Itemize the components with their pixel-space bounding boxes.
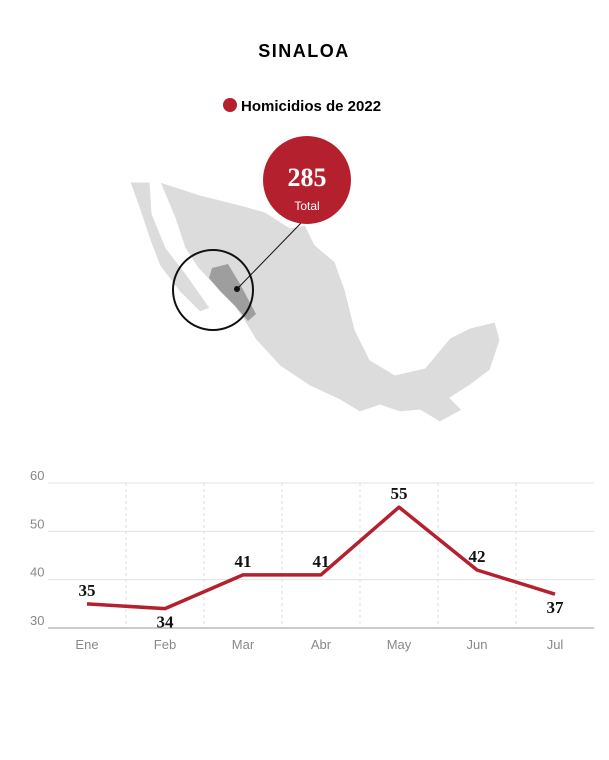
data-label: 55 [391, 484, 408, 503]
legend-label: Homicidios de 2022 [241, 98, 381, 115]
total-label: Total [294, 199, 319, 213]
data-label: 37 [547, 598, 565, 617]
data-label: 41 [313, 552, 330, 571]
y-tick-label: 30 [30, 613, 44, 628]
x-tick-label: Jun [467, 637, 488, 652]
legend-swatch [223, 98, 237, 112]
x-tick-label: Jul [547, 637, 564, 652]
data-label: 42 [469, 547, 486, 566]
y-tick-label: 50 [30, 516, 44, 531]
data-label: 34 [157, 613, 175, 632]
x-tick-label: Mar [232, 637, 255, 652]
y-tick-label: 40 [30, 565, 44, 580]
title: SINALOA [258, 41, 350, 61]
x-tick-label: Ene [75, 637, 98, 652]
data-label: 35 [79, 581, 96, 600]
data-label: 41 [235, 552, 252, 571]
line-chart: 30 40 50 60 Ene Feb Mar Abr May Jun Jul 35 34 41 41 55 4… [30, 468, 594, 652]
line [86, 505, 556, 611]
x-tick-label: Abr [311, 637, 332, 652]
total-value: 285 [288, 163, 327, 192]
map [129, 136, 501, 423]
y-tick-label: 60 [30, 468, 44, 483]
x-tick-label: Feb [154, 637, 176, 652]
x-tick-label: May [387, 637, 412, 652]
